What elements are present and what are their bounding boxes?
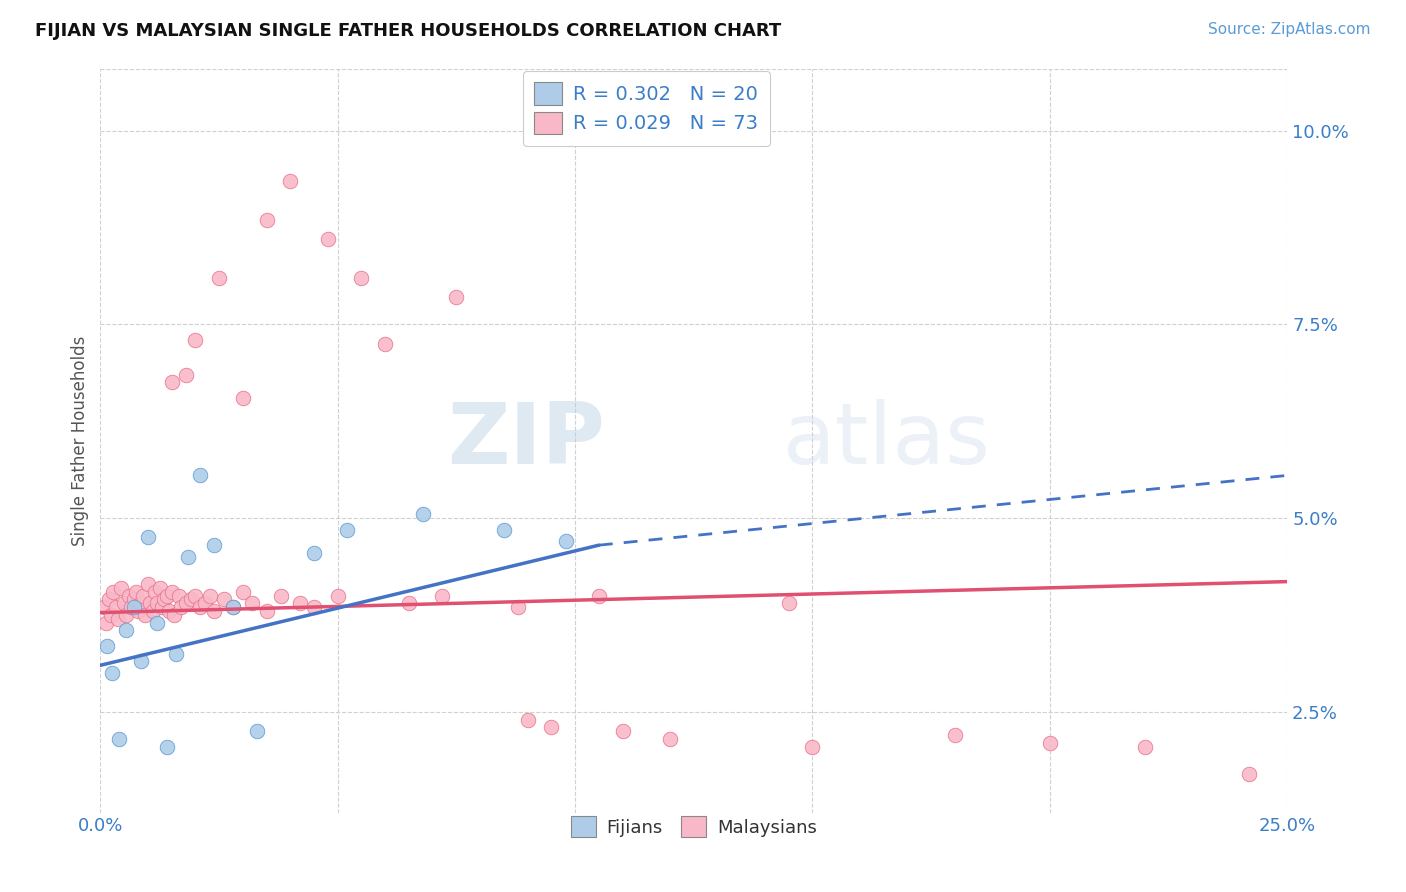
Point bbox=[508, 600, 530, 615]
Point bbox=[801, 739, 824, 754]
Point bbox=[184, 589, 207, 603]
Point bbox=[170, 600, 193, 615]
Point bbox=[1039, 736, 1062, 750]
Point bbox=[122, 592, 145, 607]
Point bbox=[156, 739, 179, 754]
Point bbox=[167, 589, 190, 603]
Point bbox=[1237, 767, 1260, 781]
Point bbox=[127, 604, 149, 618]
Point bbox=[302, 546, 325, 560]
Point bbox=[120, 600, 142, 615]
Point bbox=[94, 615, 117, 630]
Point bbox=[326, 589, 349, 603]
Point bbox=[160, 376, 183, 390]
Point bbox=[108, 731, 131, 746]
Point bbox=[139, 596, 162, 610]
Point bbox=[115, 624, 138, 638]
Point bbox=[156, 589, 179, 603]
Point bbox=[302, 600, 325, 615]
Point bbox=[208, 270, 231, 285]
Point bbox=[101, 666, 124, 681]
Point bbox=[122, 600, 145, 615]
Point bbox=[232, 584, 254, 599]
Point bbox=[129, 655, 152, 669]
Point bbox=[163, 607, 186, 622]
Text: atlas: atlas bbox=[783, 399, 991, 482]
Point bbox=[194, 596, 217, 610]
Point bbox=[430, 589, 453, 603]
Point bbox=[256, 212, 278, 227]
Text: Source: ZipAtlas.com: Source: ZipAtlas.com bbox=[1208, 22, 1371, 37]
Point bbox=[554, 534, 576, 549]
Point bbox=[96, 639, 118, 653]
Point bbox=[288, 596, 311, 610]
Point bbox=[112, 596, 135, 610]
Point bbox=[240, 596, 263, 610]
Point bbox=[142, 604, 165, 618]
Point bbox=[222, 600, 245, 615]
Point bbox=[157, 604, 180, 618]
Point bbox=[612, 724, 634, 739]
Point bbox=[374, 336, 396, 351]
Point bbox=[316, 232, 339, 246]
Point bbox=[146, 596, 169, 610]
Text: ZIP: ZIP bbox=[447, 399, 605, 482]
Y-axis label: Single Father Households: Single Father Households bbox=[72, 335, 89, 546]
Point bbox=[198, 589, 221, 603]
Point bbox=[93, 600, 115, 615]
Point bbox=[278, 174, 301, 188]
Point bbox=[134, 607, 156, 622]
Point bbox=[107, 612, 129, 626]
Point bbox=[100, 607, 122, 622]
Point bbox=[398, 596, 420, 610]
Point bbox=[136, 530, 159, 544]
Point bbox=[659, 731, 682, 746]
Point bbox=[778, 596, 800, 610]
Point bbox=[588, 589, 610, 603]
Point bbox=[492, 523, 515, 537]
Point bbox=[101, 584, 124, 599]
Point bbox=[132, 589, 155, 603]
Point bbox=[146, 615, 169, 630]
Point bbox=[212, 592, 235, 607]
Point bbox=[516, 713, 538, 727]
Point bbox=[143, 584, 166, 599]
Text: FIJIAN VS MALAYSIAN SINGLE FATHER HOUSEHOLDS CORRELATION CHART: FIJIAN VS MALAYSIAN SINGLE FATHER HOUSEH… bbox=[35, 22, 782, 40]
Point bbox=[174, 368, 197, 382]
Point bbox=[150, 600, 173, 615]
Point bbox=[174, 596, 197, 610]
Point bbox=[256, 604, 278, 618]
Point bbox=[246, 724, 269, 739]
Point bbox=[540, 720, 562, 734]
Legend: Fijians, Malaysians: Fijians, Malaysians bbox=[564, 809, 824, 845]
Point bbox=[97, 592, 120, 607]
Point bbox=[177, 549, 200, 564]
Point bbox=[184, 333, 207, 347]
Point bbox=[1133, 739, 1156, 754]
Point bbox=[110, 581, 132, 595]
Point bbox=[336, 523, 359, 537]
Point bbox=[104, 600, 127, 615]
Point bbox=[350, 270, 373, 285]
Point bbox=[118, 589, 141, 603]
Point bbox=[270, 589, 292, 603]
Point bbox=[202, 538, 225, 552]
Point bbox=[446, 290, 468, 304]
Point bbox=[149, 581, 172, 595]
Point bbox=[153, 592, 176, 607]
Point bbox=[232, 391, 254, 405]
Point bbox=[202, 604, 225, 618]
Point bbox=[125, 584, 148, 599]
Point bbox=[943, 728, 966, 742]
Point bbox=[412, 507, 434, 521]
Point bbox=[165, 647, 187, 661]
Point bbox=[180, 592, 202, 607]
Point bbox=[115, 607, 138, 622]
Point bbox=[188, 600, 211, 615]
Point bbox=[188, 468, 211, 483]
Point bbox=[222, 600, 245, 615]
Point bbox=[160, 584, 183, 599]
Point bbox=[129, 596, 152, 610]
Point bbox=[136, 577, 159, 591]
